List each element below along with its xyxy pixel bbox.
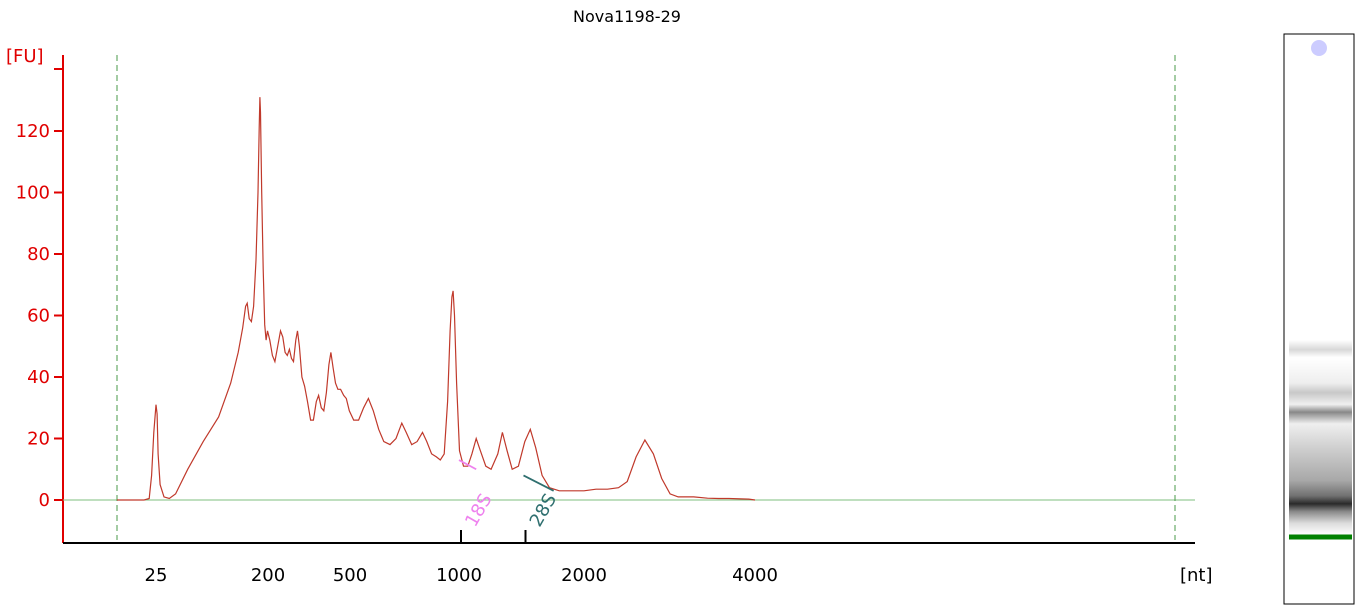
y-tick-label: 40 <box>27 367 50 388</box>
y-tick-label: 0 <box>39 490 50 511</box>
x-tick-label: 200 <box>251 565 285 586</box>
trace-line <box>117 97 756 501</box>
y-tick-label: 100 <box>16 183 50 204</box>
y-axis-ticks: 0 20 40 60 80 100 120 <box>16 121 63 511</box>
x-tick-label: 4000 <box>732 565 778 586</box>
marker-label: 28S <box>526 490 561 530</box>
y-tick-label: 20 <box>27 429 50 450</box>
marker-segment <box>523 474 555 492</box>
y-tick-label: 120 <box>16 121 50 142</box>
x-tick-label: 2000 <box>561 565 607 586</box>
marker-label: 18S <box>461 490 496 530</box>
x-axis-unit-label: [nt] <box>1180 565 1213 586</box>
peak-markers: 18S 28S <box>458 459 561 543</box>
y-tick-label: 80 <box>27 244 50 265</box>
gel-upper-marker-blot <box>1311 40 1327 56</box>
marker-segment <box>458 459 477 471</box>
x-axis-ticks: 25 200 500 1000 2000 4000 <box>145 565 778 586</box>
x-tick-label: 500 <box>333 565 367 586</box>
gel-band-smear <box>1289 340 1352 535</box>
y-axis-unit-label: [FU] <box>6 46 44 67</box>
y-tick-label: 60 <box>27 306 50 327</box>
x-tick-label: 25 <box>145 565 168 586</box>
chart-title: Nova1198-29 <box>573 7 681 26</box>
x-tick-label: 1000 <box>436 565 482 586</box>
